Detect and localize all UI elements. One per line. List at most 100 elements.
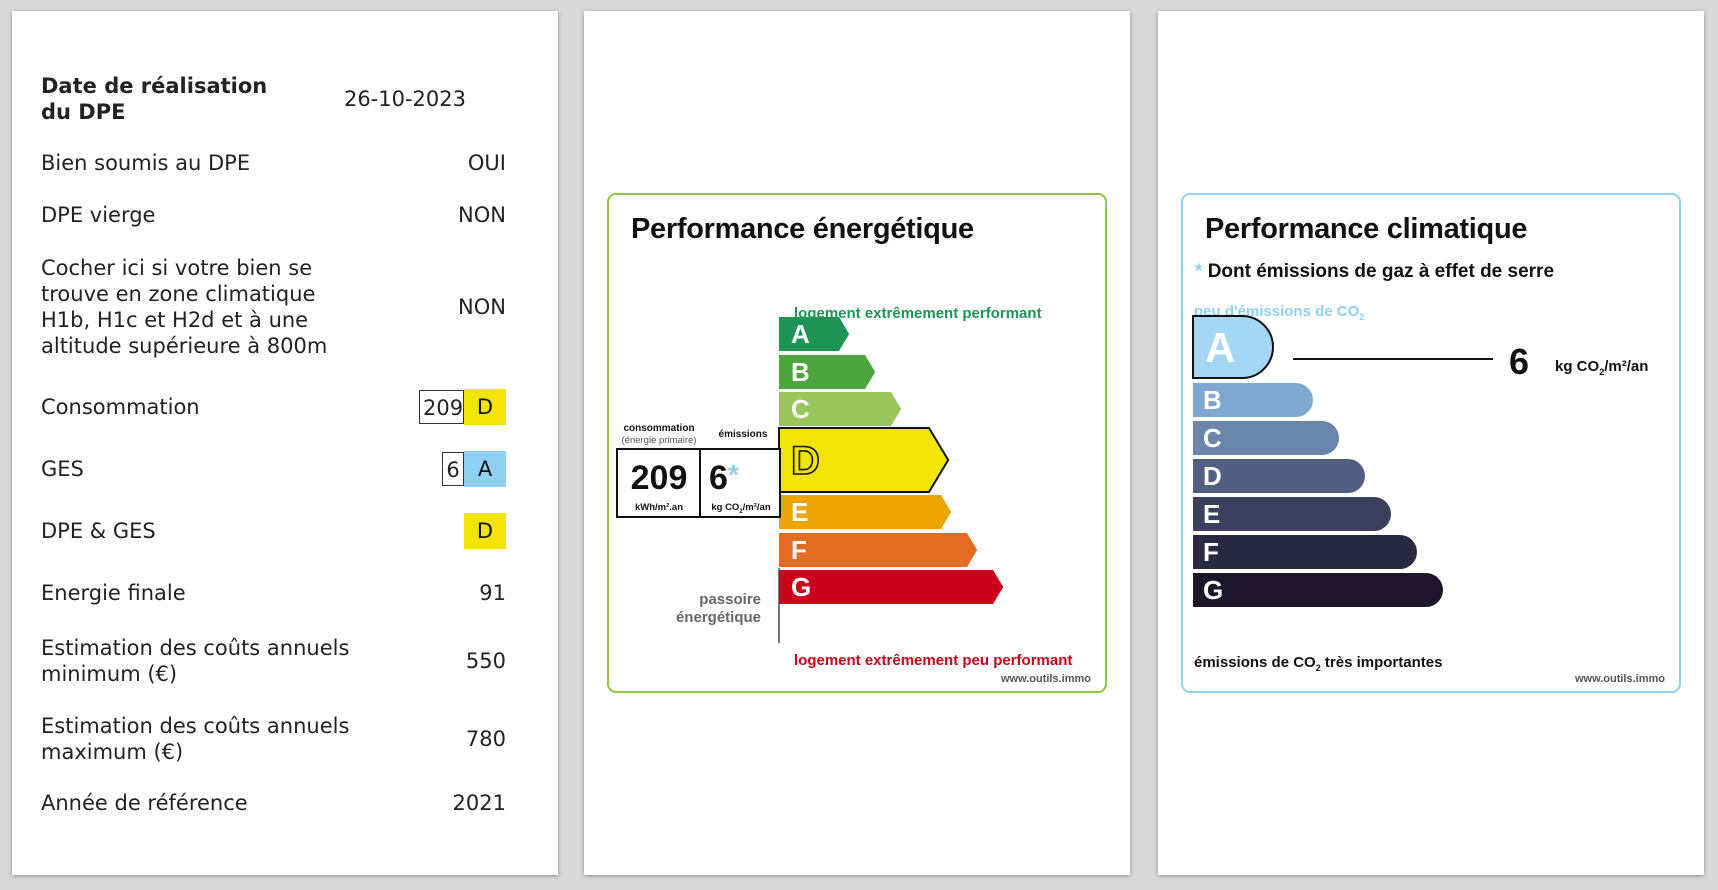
climate-bar-label-a: A: [1205, 324, 1235, 371]
climate-bottom-caption-a: émissions de CO: [1194, 654, 1316, 671]
row-bien-soumis: Bien soumis au DPE OUI: [41, 147, 506, 179]
annee-reference-label: Année de référence: [41, 791, 248, 815]
bien-soumis-value: OUI: [467, 151, 506, 175]
energy-bar-e: [779, 495, 952, 529]
dpe-summary-page: Date de réalisation du DPE 26-10-2023 Bi…: [12, 11, 558, 875]
date-dpe-label: Date de réalisation du DPE: [41, 74, 268, 124]
ges-class: A: [464, 451, 506, 487]
climate-bottom-caption: émissions de CO2 très importantes: [1194, 654, 1442, 673]
energy-label-page: Performance énergétique logement extrême…: [584, 11, 1130, 875]
zone-climatique-label: Cocher ici si votre bien se trouve en zo…: [41, 256, 328, 358]
climate-unit-sub: 2: [1599, 367, 1605, 377]
passoire-text-line1: passoire: [699, 591, 761, 608]
energy-top-caption: logement extrêmement performant: [794, 305, 1042, 322]
climate-label-page: Performance climatique * Dont émissions …: [1158, 11, 1704, 875]
energy-bar-a: [779, 317, 850, 351]
energy-bar-label-e: E: [791, 497, 808, 527]
energy-bar-b: [779, 355, 876, 389]
climate-bar-b: [1193, 383, 1313, 417]
climate-subtitle: * Dont émissions de gaz à effet de serre: [1195, 261, 1554, 283]
consumption-unit: kWh/m².an: [634, 502, 684, 513]
climate-unit-b: /m²/an: [1604, 358, 1649, 375]
emissions-box: [699, 448, 781, 518]
annee-reference-value: 2021: [452, 791, 506, 815]
bien-soumis-label: Bien soumis au DPE: [41, 151, 251, 175]
ges-value: 6: [442, 452, 464, 486]
energie-finale-value: 91: [479, 581, 506, 605]
climate-bar-label-g: G: [1203, 575, 1223, 605]
emissions-header: émissions: [718, 429, 768, 440]
climate-bar-label-d: D: [1203, 461, 1222, 491]
climate-bar-f: [1193, 535, 1417, 569]
row-annee-reference: Année de référence 2021: [41, 787, 506, 819]
climate-top-caption-sub: 2: [1359, 312, 1365, 322]
emissions-unit-b: /m²/an: [742, 502, 771, 513]
climate-bar-label-f: F: [1203, 537, 1219, 567]
emissions-value-wrap: 6*: [709, 459, 739, 498]
energy-site-credit: www.outils.immo: [1000, 673, 1091, 685]
row-zone-climatique: Cocher ici si votre bien se trouve en zo…: [41, 251, 506, 363]
dpe-ges-class: D: [464, 513, 506, 549]
energy-bar-g: [779, 570, 1004, 604]
energy-label-title: Performance énergétique: [631, 213, 974, 245]
consommation-badge: 209 D: [419, 389, 506, 425]
climate-subtitle-text: Dont émissions de gaz à effet de serre: [1207, 261, 1555, 282]
energie-finale-label: Energie finale: [41, 581, 186, 605]
climate-site-credit: www.outils.immo: [1574, 673, 1665, 685]
climate-bar-label-e: E: [1203, 499, 1220, 529]
consommation-value: 209: [419, 390, 464, 424]
energy-label-frame: Performance énergétique logement extrême…: [607, 193, 1107, 693]
energy-bar-label-f: F: [791, 535, 807, 565]
row-dpe-ges: DPE & GES D: [41, 511, 506, 551]
energy-bar-label-b: B: [791, 357, 810, 387]
dpe-vierge-label: DPE vierge: [41, 203, 156, 227]
dpe-ges-label: DPE & GES: [41, 519, 156, 543]
climate-bar-e: [1193, 497, 1391, 531]
row-cout-max: Estimation des coûts annuels maximum (€)…: [41, 709, 506, 769]
energy-bar-label-d: D: [791, 439, 820, 483]
consommation-label: Consommation: [41, 395, 200, 419]
passoire-text-line2: énergétique: [675, 609, 761, 626]
climate-bar-a: [1192, 315, 1274, 379]
climate-bar-label-c: C: [1203, 423, 1222, 453]
cout-min-value: 550: [465, 649, 506, 673]
emissions-unit-sub: 2: [739, 508, 743, 515]
consumption-subheader: (énergie primaire): [621, 435, 697, 446]
consumption-value: 209: [630, 459, 688, 497]
climate-bottom-caption-sub: 2: [1315, 663, 1321, 673]
row-consommation: Consommation 209 D: [41, 387, 506, 427]
emissions-value: 6: [709, 459, 728, 497]
consommation-class: D: [464, 389, 506, 425]
consumption-header: consommation: [623, 423, 695, 434]
ges-label: GES: [41, 457, 84, 481]
climate-value: 6: [1509, 341, 1530, 382]
energy-bar-label-c: C: [791, 394, 810, 424]
emissions-star: *: [727, 459, 739, 490]
emissions-unit-a: kg CO: [711, 502, 740, 513]
energy-bottom-caption: logement extrêmement peu performant: [794, 652, 1073, 669]
row-dpe-vierge: DPE vierge NON: [41, 199, 506, 231]
energy-bar-c: [779, 392, 902, 426]
energy-bar-label-a: A: [791, 319, 810, 349]
row-energie-finale: Energie finale 91: [41, 577, 506, 609]
cout-max-value: 780: [465, 727, 506, 751]
climate-bar-label-b: B: [1203, 385, 1222, 415]
energy-bar-label-g: G: [791, 572, 811, 602]
climate-bar-d: [1193, 459, 1365, 493]
climate-label-frame: Performance climatique * Dont émissions …: [1181, 193, 1681, 693]
date-dpe-value: 26-10-2023: [343, 87, 466, 111]
row-cout-min: Estimation des coûts annuels minimum (€)…: [41, 631, 506, 691]
climate-star: *: [1195, 261, 1203, 282]
cout-max-label: Estimation des coûts annuels maximum (€): [41, 714, 350, 764]
cout-min-label: Estimation des coûts annuels minimum (€): [41, 636, 350, 686]
row-date-dpe: Date de réalisation du DPE 26-10-2023: [41, 69, 506, 129]
climate-bar-g: [1193, 573, 1443, 607]
climate-bottom-caption-b: très importantes: [1320, 654, 1443, 671]
climate-bar-c: [1193, 421, 1339, 455]
energy-bar-f: [779, 533, 978, 567]
